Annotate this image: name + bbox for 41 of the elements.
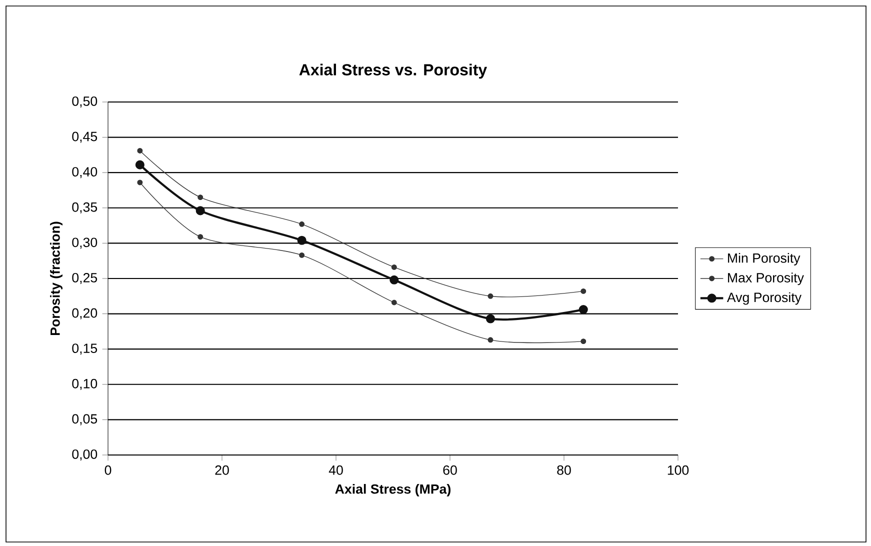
y-tick-label: 0,50 — [72, 96, 98, 108]
y-tick-label: 0,15 — [72, 344, 98, 355]
point — [297, 236, 306, 245]
x-tick-label: 60 — [443, 465, 457, 475]
x-tick-label: 100 — [668, 465, 689, 475]
point — [198, 234, 204, 240]
point — [578, 305, 588, 314]
legend-label: Min Porosity — [728, 253, 800, 266]
point — [196, 206, 205, 216]
point — [198, 194, 204, 200]
y-tick-label: 0,25 — [72, 272, 98, 284]
chart-title: Axial Stress vs. Porosity — [299, 64, 488, 79]
x-tick-label: 80 — [557, 465, 571, 475]
y-tick-label: 0,10 — [72, 378, 98, 390]
point — [391, 300, 397, 306]
point — [390, 275, 399, 284]
point — [488, 337, 494, 343]
x-tick-label: 40 — [328, 465, 343, 475]
point — [486, 314, 496, 324]
x-axis-title: Axial Stress (MPa) — [335, 484, 450, 496]
point — [299, 221, 305, 227]
y-tick-label: 0,40 — [72, 167, 98, 178]
y-tick-label: 0,30 — [72, 238, 98, 249]
legend-label: Avg Porosity — [726, 292, 802, 305]
x-tick-label: 0 — [104, 465, 112, 475]
point — [580, 338, 586, 344]
y-tick-label: 0,20 — [72, 308, 98, 320]
legend-label: Max Porosity — [728, 272, 804, 286]
point — [135, 160, 144, 170]
point — [391, 264, 397, 270]
y-tick-label: 0,00 — [72, 449, 98, 461]
y-tick-label: 0,35 — [72, 202, 98, 214]
point — [137, 180, 143, 186]
point — [580, 288, 586, 294]
point — [137, 148, 143, 154]
y-tick-label: 0,05 — [72, 414, 98, 426]
y-axis-title: Porosity (fraction) — [50, 222, 62, 335]
point — [488, 293, 494, 299]
x-tick-label: 20 — [215, 465, 229, 475]
point — [299, 252, 305, 258]
y-tick-label: 0,45 — [72, 132, 98, 143]
